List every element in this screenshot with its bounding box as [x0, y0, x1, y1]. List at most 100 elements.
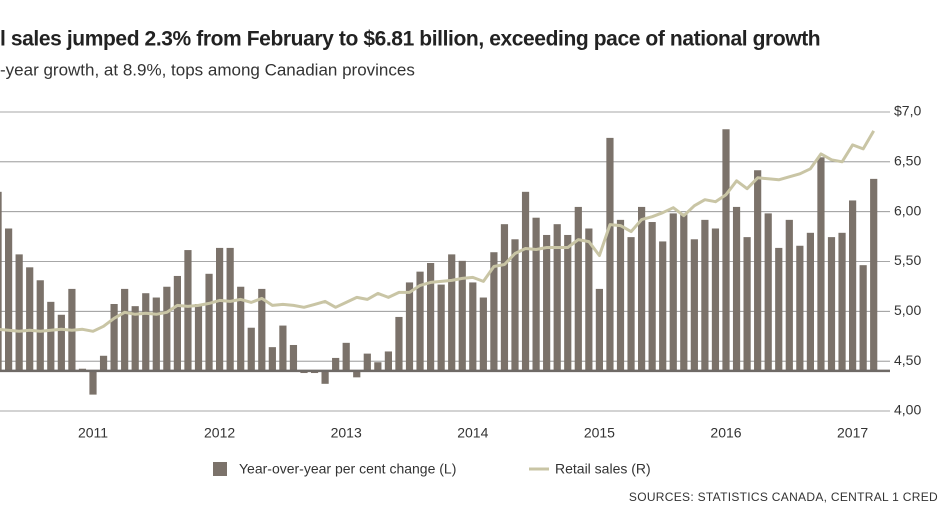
bar	[732, 206, 741, 371]
legend-swatch	[213, 462, 227, 476]
chart-subtitle: -year growth, at 8.9%, tops among Canadi…	[0, 60, 415, 79]
bar	[711, 228, 720, 371]
x-tick-label: 2017	[837, 425, 868, 441]
bar	[247, 327, 255, 371]
bar	[184, 250, 192, 371]
bar	[511, 239, 519, 371]
y2-tick-label: 5,00	[894, 302, 921, 318]
bar	[416, 271, 424, 371]
bar	[659, 241, 667, 371]
bar	[743, 237, 751, 371]
bar	[279, 325, 287, 371]
y2-tick-label: $7,0	[894, 103, 921, 119]
legend-label: Year-over-year per cent change (L)	[239, 461, 456, 477]
bar	[205, 273, 213, 371]
x-tick-label: 2016	[710, 425, 741, 441]
bar	[469, 282, 477, 371]
bar	[332, 357, 340, 371]
bar	[121, 288, 129, 371]
x-tick-label: 2013	[331, 425, 362, 441]
bar	[374, 362, 382, 371]
bar	[754, 170, 762, 371]
bar	[258, 288, 266, 371]
bar	[216, 247, 224, 371]
y2-tick-label: 5,50	[894, 252, 921, 268]
chart-title: l sales jumped 2.3% from February to $6.…	[0, 28, 820, 51]
bar	[15, 254, 23, 371]
bar	[437, 284, 445, 371]
bar	[553, 224, 561, 371]
bar	[458, 260, 466, 371]
bar	[479, 297, 487, 371]
bar	[521, 191, 530, 371]
bar	[57, 314, 65, 371]
bar	[775, 247, 783, 371]
bar	[849, 200, 857, 371]
bar	[395, 316, 403, 371]
bar	[448, 254, 456, 371]
y2-tick-label: 4,00	[894, 402, 921, 418]
bar	[26, 267, 34, 371]
bar	[606, 137, 614, 371]
x-tick-label: 2015	[584, 425, 615, 441]
bar	[427, 263, 435, 371]
bar	[870, 178, 878, 371]
bar	[595, 288, 603, 371]
bar	[5, 228, 13, 371]
source: SOURCES: STATISTICS CANADA, CENTRAL 1 CR…	[629, 490, 938, 504]
bar	[532, 217, 540, 371]
bar	[321, 370, 329, 384]
x-tick-label: 2011	[78, 425, 108, 441]
bar	[363, 353, 371, 371]
bar	[764, 213, 772, 371]
bar	[47, 301, 55, 371]
bar	[500, 224, 509, 371]
bar	[648, 222, 656, 371]
bar	[574, 206, 582, 371]
legend-label: Retail sales (R)	[555, 461, 651, 477]
bar	[806, 232, 814, 371]
bar	[131, 306, 139, 371]
bar	[173, 275, 181, 371]
bar	[817, 157, 825, 371]
bar	[353, 370, 361, 378]
bar	[616, 219, 625, 371]
bar	[638, 206, 646, 371]
bar	[0, 191, 2, 371]
bar	[859, 265, 867, 371]
x-tick-label: 2014	[457, 425, 488, 441]
bar	[142, 293, 150, 371]
bar	[36, 280, 44, 371]
bar	[99, 355, 108, 371]
bar	[680, 213, 688, 371]
bar	[627, 237, 635, 371]
bar	[796, 245, 804, 371]
bar	[785, 219, 793, 371]
bar	[89, 370, 97, 395]
bar	[194, 303, 203, 371]
bar	[669, 213, 677, 371]
bar	[237, 286, 245, 371]
bar	[110, 303, 118, 371]
bar	[690, 239, 698, 371]
y2-tick-label: 6,50	[894, 153, 921, 169]
bar	[564, 234, 572, 371]
bar	[152, 297, 160, 371]
line	[0, 130, 875, 333]
x-tick-label: 2012	[204, 425, 235, 441]
bar	[289, 344, 298, 371]
bar	[701, 219, 709, 371]
bar	[585, 228, 593, 371]
bar	[490, 252, 498, 371]
bar	[342, 342, 350, 371]
bar	[405, 282, 414, 371]
bar	[384, 351, 392, 371]
bar	[543, 234, 551, 371]
bar	[226, 247, 234, 371]
bar	[268, 347, 276, 371]
y2-tick-label: 6,00	[894, 202, 921, 218]
bar	[838, 232, 846, 371]
bar	[163, 286, 171, 371]
